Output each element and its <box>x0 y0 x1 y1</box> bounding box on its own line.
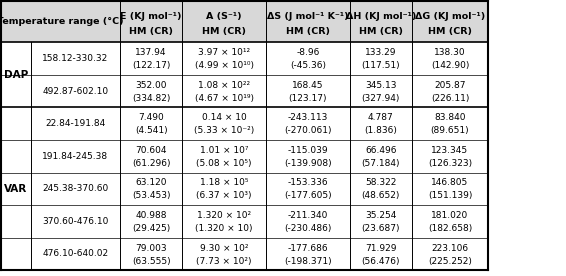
Bar <box>1 1 488 42</box>
Text: -243.113: -243.113 <box>288 113 328 122</box>
Text: HM (CR): HM (CR) <box>359 27 403 36</box>
Text: 7.490: 7.490 <box>138 113 164 122</box>
Text: (56.476): (56.476) <box>362 257 400 266</box>
Text: 22.84-191.84: 22.84-191.84 <box>45 119 105 128</box>
Text: 66.496: 66.496 <box>365 146 397 155</box>
Text: 138.30: 138.30 <box>434 48 466 57</box>
Text: (-270.061): (-270.061) <box>284 126 332 135</box>
Text: Temperature range (°C): Temperature range (°C) <box>0 17 124 26</box>
Text: HM (CR): HM (CR) <box>286 27 330 36</box>
Text: 181.020: 181.020 <box>431 211 469 220</box>
Text: 146.805: 146.805 <box>431 178 469 187</box>
Text: 205.87: 205.87 <box>434 81 466 90</box>
Text: 370.60-476.10: 370.60-476.10 <box>42 217 109 226</box>
Text: 245.38-370.60: 245.38-370.60 <box>42 184 109 193</box>
Text: (61.296): (61.296) <box>132 159 170 168</box>
Text: (-45.36): (-45.36) <box>290 61 326 70</box>
Text: (226.11): (226.11) <box>431 94 469 103</box>
Text: -177.686: -177.686 <box>288 243 328 253</box>
Text: (7.73 × 10²): (7.73 × 10²) <box>196 257 252 266</box>
Text: HM (CR): HM (CR) <box>428 27 472 36</box>
Text: DAP: DAP <box>4 70 28 80</box>
Text: (57.184): (57.184) <box>362 159 400 168</box>
Text: 345.13: 345.13 <box>365 81 397 90</box>
Text: -8.96: -8.96 <box>296 48 320 57</box>
Text: (89.651): (89.651) <box>431 126 469 135</box>
Text: 352.00: 352.00 <box>135 81 167 90</box>
Text: 70.604: 70.604 <box>135 146 167 155</box>
Text: HM (CR): HM (CR) <box>129 27 173 36</box>
Text: 476.10-640.02: 476.10-640.02 <box>42 250 108 258</box>
Text: 133.29: 133.29 <box>365 48 397 57</box>
Text: 223.106: 223.106 <box>431 243 469 253</box>
Text: 71.929: 71.929 <box>365 243 397 253</box>
Text: (5.33 × 10⁻²): (5.33 × 10⁻²) <box>194 126 254 135</box>
Text: ΔH (KJ mol⁻¹): ΔH (KJ mol⁻¹) <box>346 12 416 21</box>
Text: 63.120: 63.120 <box>135 178 167 187</box>
Text: (182.658): (182.658) <box>428 224 472 233</box>
Text: (63.555): (63.555) <box>132 257 170 266</box>
Text: -153.336: -153.336 <box>288 178 328 187</box>
Text: (122.17): (122.17) <box>132 61 170 70</box>
Text: (126.323): (126.323) <box>428 159 472 168</box>
Text: (123.17): (123.17) <box>289 94 327 103</box>
Text: 1.18 × 10⁵: 1.18 × 10⁵ <box>200 178 248 187</box>
Text: ΔS (J mol⁻¹ K⁻¹): ΔS (J mol⁻¹ K⁻¹) <box>267 12 349 21</box>
Text: -211.340: -211.340 <box>288 211 328 220</box>
Text: (-139.908): (-139.908) <box>284 159 332 168</box>
Text: A (S⁻¹): A (S⁻¹) <box>207 12 242 21</box>
Text: 158.12-330.32: 158.12-330.32 <box>42 54 109 63</box>
Text: 1.01 × 10⁷: 1.01 × 10⁷ <box>200 146 248 155</box>
Text: 492.87-602.10: 492.87-602.10 <box>42 87 108 95</box>
Text: (53.453): (53.453) <box>132 192 170 200</box>
Text: 40.988: 40.988 <box>135 211 167 220</box>
Text: (117.51): (117.51) <box>362 61 400 70</box>
Text: (23.687): (23.687) <box>362 224 400 233</box>
Text: (-177.605): (-177.605) <box>284 192 332 200</box>
Text: (-230.486): (-230.486) <box>284 224 332 233</box>
Text: 123.345: 123.345 <box>431 146 469 155</box>
Text: (1.836): (1.836) <box>365 126 397 135</box>
Text: 168.45: 168.45 <box>292 81 324 90</box>
Text: (48.652): (48.652) <box>362 192 400 200</box>
Text: HM (CR): HM (CR) <box>202 27 246 36</box>
Text: 191.84-245.38: 191.84-245.38 <box>42 152 108 161</box>
Text: 35.254: 35.254 <box>365 211 397 220</box>
Text: 137.94: 137.94 <box>135 48 167 57</box>
Text: (5.08 × 10⁵): (5.08 × 10⁵) <box>196 159 252 168</box>
Text: 1.08 × 10²²: 1.08 × 10²² <box>198 81 250 90</box>
Text: (4.541): (4.541) <box>135 126 168 135</box>
Text: (1.320 × 10): (1.320 × 10) <box>195 224 253 233</box>
Text: -115.039: -115.039 <box>288 146 328 155</box>
Text: 3.97 × 10¹²: 3.97 × 10¹² <box>198 48 250 57</box>
Text: (6.37 × 10³): (6.37 × 10³) <box>196 192 252 200</box>
Text: 83.840: 83.840 <box>434 113 466 122</box>
Text: (327.94): (327.94) <box>362 94 400 103</box>
Text: (142.90): (142.90) <box>431 61 469 70</box>
Text: VAR: VAR <box>4 184 28 194</box>
Text: (4.67 × 10¹⁹): (4.67 × 10¹⁹) <box>195 94 254 103</box>
Text: (-198.371): (-198.371) <box>284 257 332 266</box>
Text: 9.30 × 10²: 9.30 × 10² <box>200 243 248 253</box>
Text: 58.322: 58.322 <box>365 178 397 187</box>
Text: E (KJ mol⁻¹): E (KJ mol⁻¹) <box>121 12 182 21</box>
Text: 79.003: 79.003 <box>135 243 167 253</box>
Text: (225.252): (225.252) <box>428 257 472 266</box>
Text: (334.82): (334.82) <box>132 94 170 103</box>
Text: ΔG (KJ mol⁻¹): ΔG (KJ mol⁻¹) <box>415 12 485 21</box>
Text: 4.787: 4.787 <box>368 113 394 122</box>
Text: (29.425): (29.425) <box>132 224 170 233</box>
Text: 1.320 × 10²: 1.320 × 10² <box>197 211 251 220</box>
Text: (151.139): (151.139) <box>428 192 472 200</box>
Text: (4.99 × 10¹⁰): (4.99 × 10¹⁰) <box>195 61 254 70</box>
Text: 0.14 × 10: 0.14 × 10 <box>201 113 247 122</box>
